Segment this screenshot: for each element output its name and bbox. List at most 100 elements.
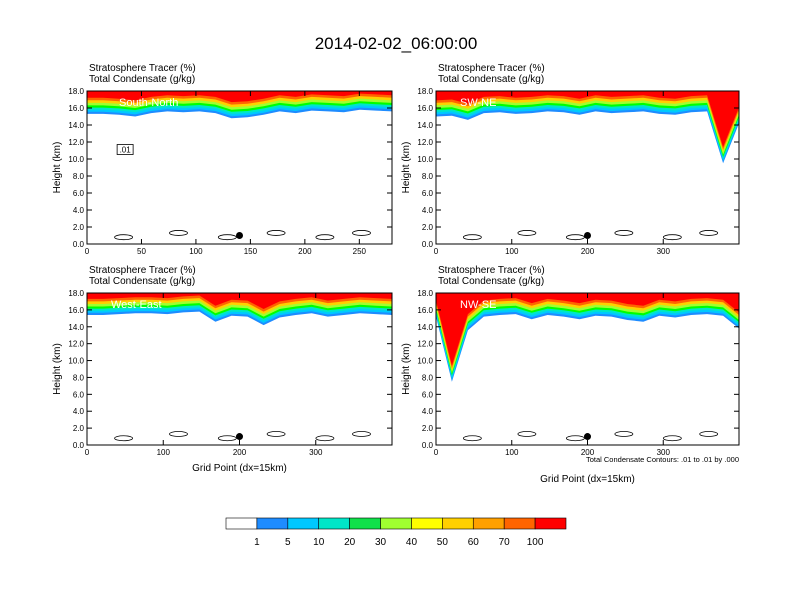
condensate-contour xyxy=(114,234,133,241)
condensate-contour xyxy=(352,230,371,236)
colorbar-label: 100 xyxy=(527,537,544,548)
condensate-contour xyxy=(699,431,719,437)
colorbar-swatch xyxy=(318,517,350,530)
x-tick-label: 200 xyxy=(581,247,595,256)
x-tick-label: 0 xyxy=(434,247,439,256)
x-tick-label: 50 xyxy=(137,247,146,256)
colorbar-swatch xyxy=(534,517,567,530)
colorbar-swatch xyxy=(225,517,258,530)
x-axis-title: Grid Point (dx=15km) xyxy=(192,463,287,474)
condensate-contour xyxy=(315,234,335,241)
tracer-band-8 xyxy=(87,91,392,103)
y-tick-label: 0.0 xyxy=(422,441,434,450)
y-tick-label: 16.0 xyxy=(417,104,433,113)
condensate-contour xyxy=(217,234,237,241)
y-axis-title: Height (km) xyxy=(401,343,412,395)
condensate-contour xyxy=(614,431,634,437)
x-tick-label: 300 xyxy=(657,448,671,457)
chart-panel-1: 0.0 2.0 4.0 6.0 8.0 10.0 12.0 14.0 16.0 18.0 0 50 10… xyxy=(52,63,393,256)
chart-panel-2: 0.0 2.0 4.0 6.0 8.0 10.0 12.0 14.0 16.0 18.0 0 100 2… xyxy=(401,63,740,256)
panel-title: Stratosphere Tracer (%) xyxy=(438,63,545,74)
colorbar: 1 5 10 20 30 40 50 60 70 100 xyxy=(225,517,567,548)
y-tick-label: 16.0 xyxy=(417,306,433,315)
y-tick-label: 0.0 xyxy=(73,441,85,450)
panel-name-label: SW-NE xyxy=(460,97,496,109)
condensate-contour xyxy=(565,435,585,442)
y-tick-label: 4.0 xyxy=(73,206,85,215)
condensate-contour xyxy=(217,435,237,442)
condensate-contour xyxy=(462,234,482,241)
y-tick-label: 12.0 xyxy=(68,138,84,147)
y-tick-label: 6.0 xyxy=(422,189,434,198)
condensate-contour xyxy=(517,431,537,437)
x-tick-label: 100 xyxy=(505,247,519,256)
y-tick-label: 10.0 xyxy=(68,155,84,164)
y-tick-label: 8.0 xyxy=(73,373,85,382)
condensate-contour xyxy=(315,435,335,442)
location-marker xyxy=(584,232,591,239)
tracer-band-1 xyxy=(436,293,739,382)
y-tick-label: 18.0 xyxy=(68,87,84,96)
y-tick-label: 2.0 xyxy=(422,223,434,232)
x-tick-label: 150 xyxy=(244,247,258,256)
y-tick-label: 18.0 xyxy=(417,87,433,96)
y-axis-title: Height (km) xyxy=(52,343,63,395)
panel-name-label: NW-SE xyxy=(460,299,496,311)
condensate-contour xyxy=(266,431,286,437)
x-tick-label: 300 xyxy=(309,448,323,457)
tracer-band-8 xyxy=(436,293,739,366)
y-tick-label: 2.0 xyxy=(422,424,434,433)
x-tick-label: 0 xyxy=(434,448,439,457)
x-tick-label: 200 xyxy=(298,247,312,256)
colorbar-swatch xyxy=(256,517,289,530)
panel-subtitle: Total Condensate (g/kg) xyxy=(438,74,544,85)
y-axis-title: Height (km) xyxy=(52,142,63,194)
colorbar-label: 20 xyxy=(344,537,356,548)
condensate-contour xyxy=(662,435,682,442)
colorbar-label: 10 xyxy=(313,537,325,548)
x-tick-label: 200 xyxy=(233,448,247,457)
y-tick-label: 16.0 xyxy=(68,306,84,315)
y-tick-label: 2.0 xyxy=(73,223,85,232)
condensate-contour xyxy=(266,230,286,236)
y-tick-label: 10.0 xyxy=(68,357,84,366)
y-tick-label: 2.0 xyxy=(73,424,85,433)
colorbar-swatch xyxy=(349,517,381,530)
y-tick-label: 4.0 xyxy=(73,407,85,416)
condensate-contour xyxy=(517,230,537,236)
colorbar-swatch xyxy=(287,517,320,530)
contour-label-box xyxy=(116,144,134,155)
y-tick-label: 8.0 xyxy=(422,172,434,181)
x-tick-label: 100 xyxy=(505,448,519,457)
contour-label: .01 xyxy=(120,146,132,155)
x-axis-title: Grid Point (dx=15km) xyxy=(540,474,635,485)
y-tick-label: 6.0 xyxy=(73,390,85,399)
colorbar-swatch xyxy=(380,517,412,530)
y-tick-label: 6.0 xyxy=(422,390,434,399)
x-tick-label: 300 xyxy=(657,247,671,256)
panel-title: Stratosphere Tracer (%) xyxy=(438,265,545,276)
condensate-contour xyxy=(565,234,585,241)
y-tick-label: 14.0 xyxy=(417,323,433,332)
y-tick-label: 10.0 xyxy=(417,357,433,366)
colorbar-swatch xyxy=(442,517,474,530)
location-marker xyxy=(236,232,243,239)
colorbar-swatch xyxy=(472,517,505,530)
x-tick-label: 0 xyxy=(85,247,90,256)
condensate-contour xyxy=(114,435,133,442)
page-title: 2014-02-02_06:00:00 xyxy=(315,34,478,53)
condensate-contour xyxy=(169,230,188,236)
condensate-contour xyxy=(169,431,188,437)
colorbar-label: 40 xyxy=(406,537,418,548)
colorbar-label: 5 xyxy=(285,537,291,548)
panel-title: Stratosphere Tracer (%) xyxy=(89,63,196,74)
panel-name-label: South-North xyxy=(119,97,178,109)
condensate-contour xyxy=(462,435,482,442)
panel-subtitle: Total Condensate (g/kg) xyxy=(89,74,195,85)
condensate-contour xyxy=(352,431,371,437)
colorbar-label: 60 xyxy=(468,537,480,548)
colorbar-swatch xyxy=(411,517,443,530)
x-tick-label: 0 xyxy=(85,448,90,457)
footnote: Total Condensate Contours: .01 to .01 by… xyxy=(586,455,739,464)
